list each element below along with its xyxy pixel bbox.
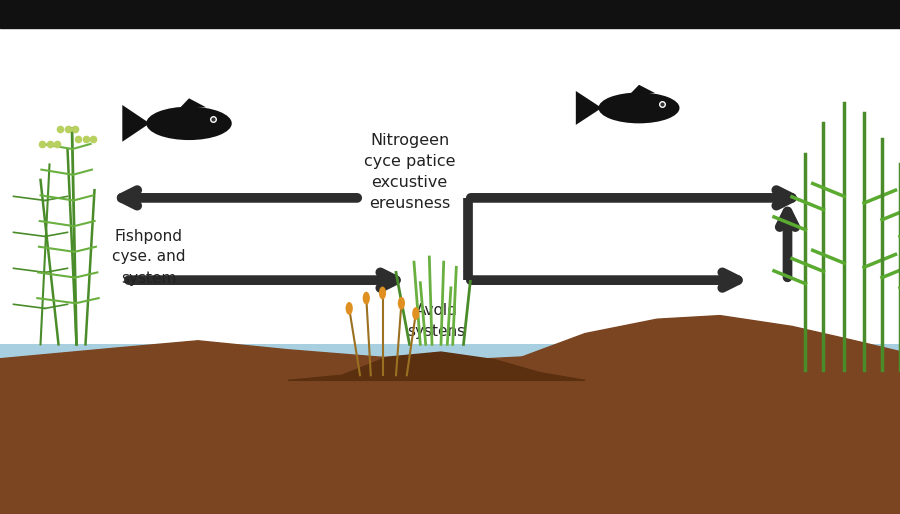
- Ellipse shape: [598, 93, 680, 123]
- Polygon shape: [180, 98, 206, 107]
- Polygon shape: [576, 91, 602, 125]
- Polygon shape: [288, 352, 585, 380]
- Bar: [0, 344, 900, 380]
- Polygon shape: [122, 105, 149, 142]
- Ellipse shape: [412, 307, 419, 320]
- Ellipse shape: [346, 302, 353, 315]
- Polygon shape: [0, 341, 900, 514]
- Ellipse shape: [379, 286, 386, 299]
- Text: Nitrogeen
cyce patice
excustive
ereusness: Nitrogeen cyce patice excustive ereusnes…: [364, 133, 455, 211]
- Bar: [0, 0, 900, 28]
- Polygon shape: [522, 316, 900, 514]
- Text: Avold
systens: Avold systens: [408, 303, 465, 339]
- Ellipse shape: [363, 291, 370, 304]
- Ellipse shape: [398, 297, 405, 309]
- Text: Fishpond
cyse. and
system: Fishpond cyse. and system: [112, 229, 185, 285]
- Polygon shape: [631, 85, 655, 93]
- Ellipse shape: [146, 106, 232, 140]
